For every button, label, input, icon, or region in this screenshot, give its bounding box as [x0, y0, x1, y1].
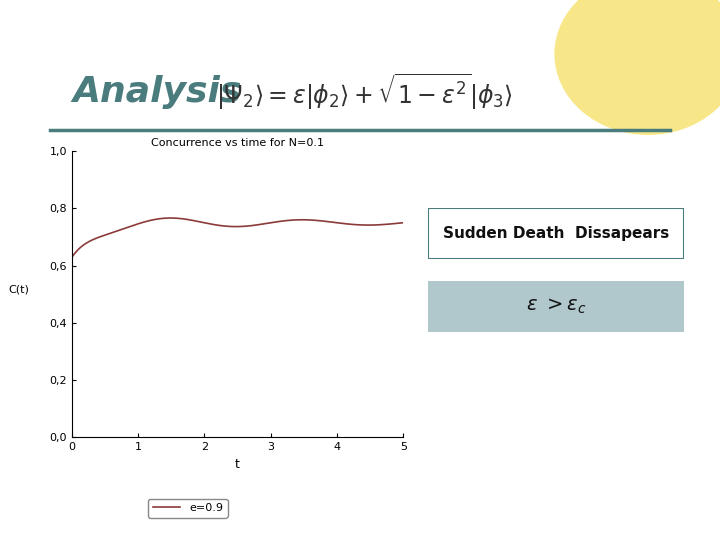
Title: Concurrence vs time for N=0.1: Concurrence vs time for N=0.1: [151, 138, 324, 147]
Y-axis label: C(t): C(t): [9, 284, 30, 294]
X-axis label: t: t: [235, 458, 240, 471]
Legend: e=0.9: e=0.9: [148, 499, 228, 518]
Text: Analysis: Analysis: [72, 75, 241, 109]
Text: Sudden Death  Dissapears: Sudden Death Dissapears: [443, 226, 670, 241]
FancyBboxPatch shape: [428, 281, 684, 332]
FancyBboxPatch shape: [428, 208, 684, 259]
Text: $\varepsilon\ >\varepsilon_c$: $\varepsilon\ >\varepsilon_c$: [526, 297, 587, 316]
Text: $|\Psi_2\rangle = \varepsilon|\phi_2\rangle + \sqrt{1-\varepsilon^2}|\phi_3\rang: $|\Psi_2\rangle = \varepsilon|\phi_2\ran…: [216, 72, 513, 112]
